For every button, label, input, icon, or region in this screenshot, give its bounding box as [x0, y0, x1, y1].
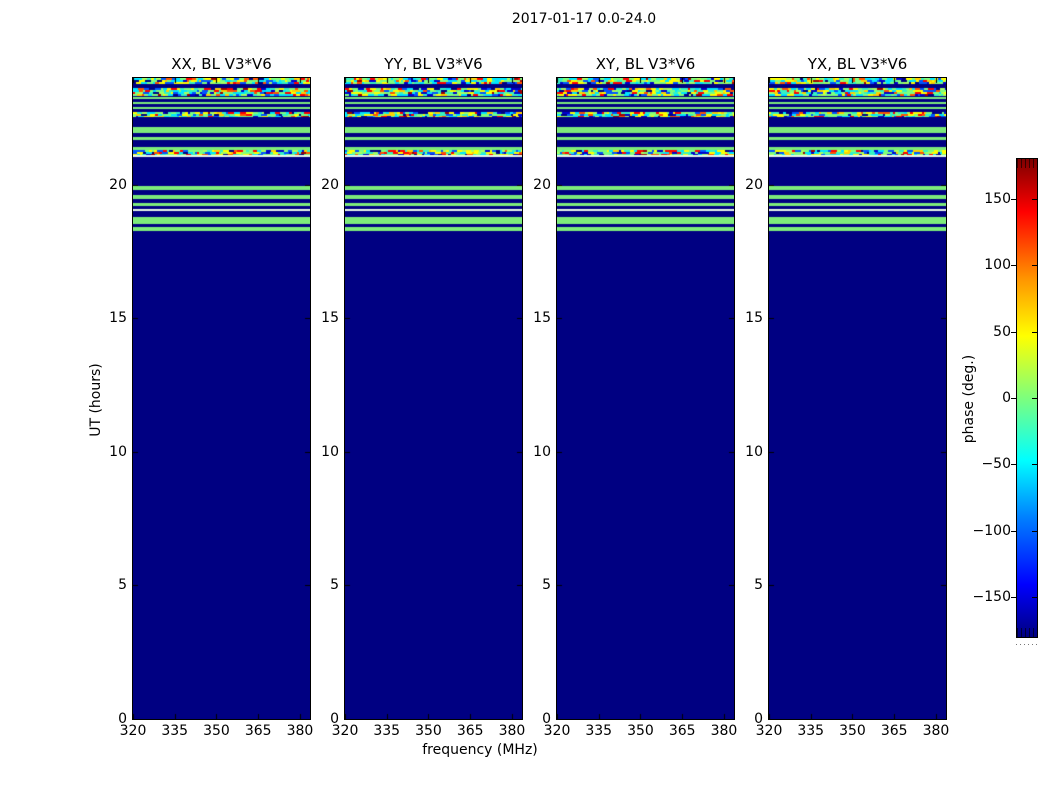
figure-title: 2017-01-17 0.0-24.0 [511, 11, 657, 27]
heatmap-panel [132, 77, 311, 720]
colorbar-tick-label: −150 [972, 589, 1011, 606]
colorbar-tick-label: 0 [1002, 390, 1011, 406]
x-tick-label: 350 [627, 723, 654, 739]
panel-title-yy: YY, BL V3*V6 [384, 55, 483, 73]
x-tick-label: 380 [286, 723, 314, 739]
colorbar-tick-mark [1011, 265, 1016, 266]
x-tick-label: 350 [415, 723, 442, 739]
y-tick-label: 10 [745, 443, 763, 460]
y-tick-label: 5 [118, 577, 127, 594]
y-tick-label: 0 [330, 711, 339, 727]
heatmap-panel [344, 77, 523, 720]
colorbar-tick-label: −50 [981, 456, 1011, 473]
colorbar-tick-mark [1011, 531, 1016, 532]
colorbar-gradient [1016, 158, 1038, 638]
x-tick-label: 320 [119, 723, 147, 739]
colorbar-tick-label: 100 [984, 257, 1011, 274]
colorbar-tick-mark [1032, 265, 1037, 266]
y-tick-label: 20 [109, 176, 127, 193]
y-tick-label: 10 [533, 443, 551, 460]
colorbar-tick-label: 50 [993, 323, 1011, 340]
y-tick-label: 20 [321, 176, 339, 193]
y-tick-label: 15 [533, 310, 551, 327]
x-tick-label: 320 [543, 723, 571, 739]
heatmap-image [133, 78, 310, 719]
colorbar-bottom-hatch [1017, 628, 1037, 637]
y-tick-label: 5 [330, 577, 339, 594]
heatmap-panel [556, 77, 735, 720]
y-tick-label: 15 [745, 310, 763, 327]
y-tick-label: 10 [109, 443, 127, 460]
colorbar-top-hatch [1017, 159, 1037, 168]
x-tick-label: 335 [797, 723, 825, 739]
colorbar-tick-label: 150 [984, 190, 1011, 207]
y-tick-label: 0 [118, 711, 127, 727]
colorbar-tick-mark [1032, 332, 1037, 333]
colorbar-tick-mark [1032, 597, 1037, 598]
y-tick-label: 0 [754, 711, 763, 727]
x-tick-label: 365 [880, 723, 908, 739]
panel-title-xy: XY, BL V3*V6 [595, 55, 696, 73]
colorbar-tick-label: −100 [972, 522, 1011, 539]
x-tick-label: 350 [839, 723, 866, 739]
x-tick-label: 380 [498, 723, 526, 739]
colorbar-tick-mark [1032, 398, 1037, 399]
panel-title-yx: YX, BL V3*V6 [807, 55, 908, 73]
x-tick-label: 380 [922, 723, 950, 739]
colorbar-tick-mark [1011, 398, 1016, 399]
colorbar-tick-mark [1011, 597, 1016, 598]
colorbar-tick-mark [1011, 199, 1016, 200]
x-tick-label: 335 [161, 723, 189, 739]
heatmap-panel [768, 77, 947, 720]
x-tick-label: 320 [331, 723, 359, 739]
y-tick-label: 15 [109, 310, 127, 327]
x-axis-label: frequency (MHz) [422, 742, 538, 758]
panel-title-xx: XX, BL V3*V6 [171, 55, 272, 73]
heatmap-image [557, 78, 734, 719]
colorbar-tick-mark [1032, 531, 1037, 532]
y-tick-label: 20 [533, 176, 551, 193]
x-tick-label: 365 [244, 723, 272, 739]
y-tick-label: 0 [542, 711, 551, 727]
y-tick-label: 15 [321, 310, 339, 327]
x-tick-label: 350 [203, 723, 230, 739]
y-tick-label: 5 [754, 577, 763, 594]
y-tick-label: 5 [542, 577, 551, 594]
colorbar-tick-mark [1032, 464, 1037, 465]
x-tick-label: 365 [668, 723, 696, 739]
y-axis-label: UT (hours) [88, 363, 104, 437]
y-tick-label: 20 [745, 176, 763, 193]
x-tick-label: 335 [585, 723, 613, 739]
y-tick-label: 10 [321, 443, 339, 460]
colorbar-bottom-dots [1016, 644, 1038, 645]
heatmap-image [345, 78, 522, 719]
x-tick-label: 365 [456, 723, 484, 739]
x-tick-label: 335 [373, 723, 401, 739]
colorbar-tick-mark [1032, 199, 1037, 200]
x-tick-label: 320 [755, 723, 783, 739]
heatmap-image [769, 78, 946, 719]
x-tick-label: 380 [710, 723, 738, 739]
colorbar-tick-mark [1011, 332, 1016, 333]
colorbar-tick-mark [1011, 464, 1016, 465]
